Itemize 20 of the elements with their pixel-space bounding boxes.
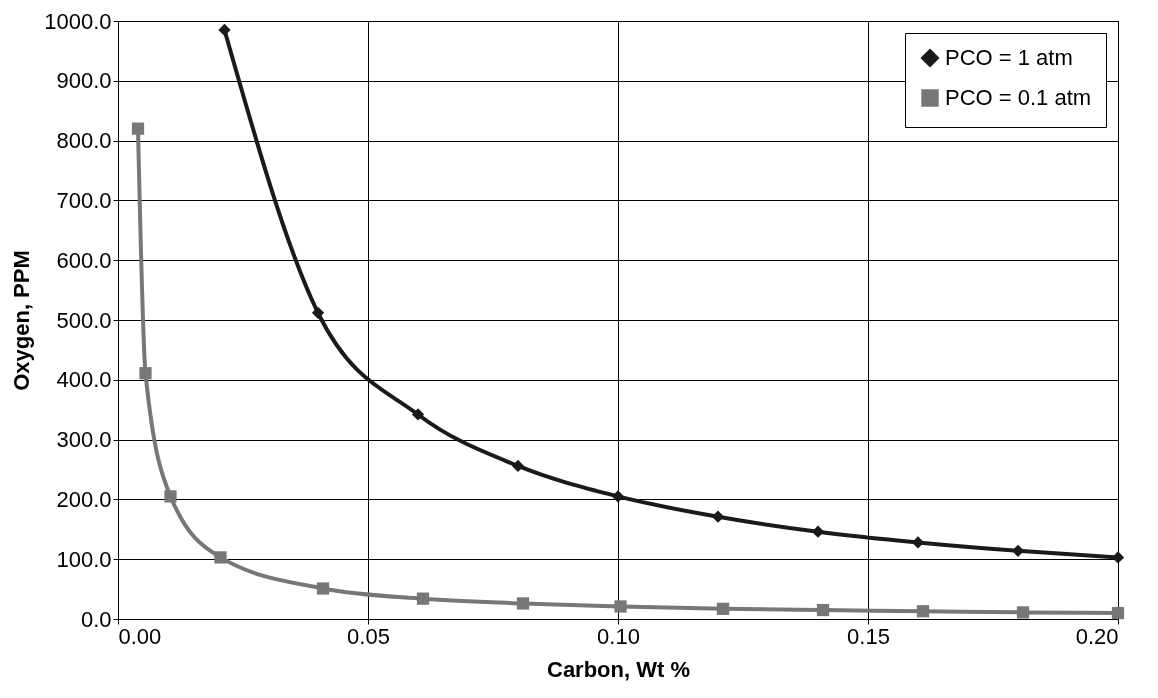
y-tick-label: 100.0 xyxy=(56,546,112,572)
y-tick-label: 700.0 xyxy=(56,187,112,213)
y-tick-label: 300.0 xyxy=(56,427,112,453)
y-tick-label: 200.0 xyxy=(56,486,112,512)
y-tick-label: 900.0 xyxy=(56,68,112,94)
y-tick-label: 500.0 xyxy=(56,307,112,333)
y-tick-label: 0.0 xyxy=(80,606,112,632)
y-tick-label: 400.0 xyxy=(56,367,112,393)
y-tick-label: 800.0 xyxy=(56,128,112,154)
x-tick-label: 0.20 xyxy=(1075,623,1119,649)
x-axis-title: Carbon, Wt % xyxy=(547,656,690,682)
y-tick-label: 1000.0 xyxy=(44,8,112,34)
x-tick-label: 0.15 xyxy=(847,623,890,649)
y-tick-label: 600.0 xyxy=(56,247,112,273)
x-tick-label: 0.00 xyxy=(118,623,162,649)
legend-label: PCO = 1 atm xyxy=(945,45,1073,70)
x-tick-label: 0.10 xyxy=(597,623,640,649)
legend-label: PCO = 0.1 atm xyxy=(945,85,1092,110)
x-tick-label: 0.05 xyxy=(347,623,390,649)
y-axis-title: Oxygen, PPM xyxy=(9,250,35,391)
